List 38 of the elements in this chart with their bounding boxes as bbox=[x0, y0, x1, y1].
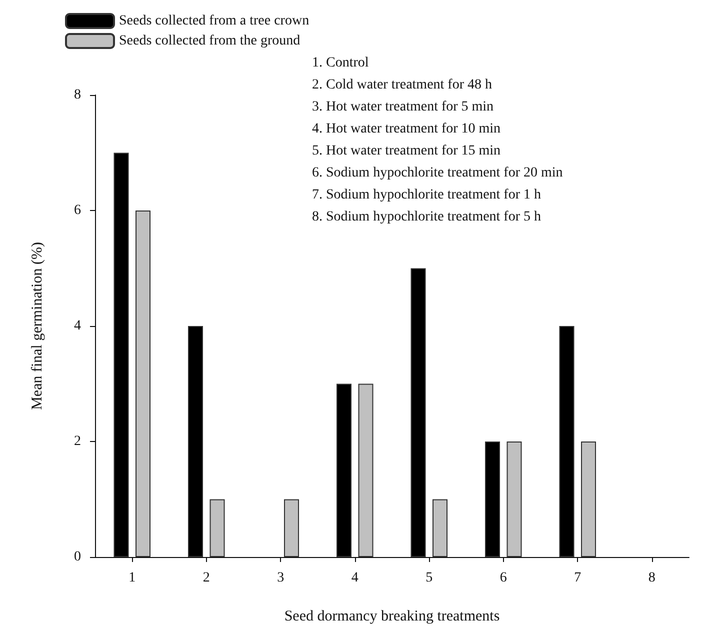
y-tick-label: 0 bbox=[74, 550, 81, 564]
bar bbox=[559, 326, 574, 557]
bar bbox=[136, 210, 150, 557]
annotation: 8. Sodium hypochlorite treatment for 5 h bbox=[312, 210, 542, 224]
bar bbox=[114, 152, 129, 557]
bar bbox=[188, 326, 203, 557]
x-tick-label: 6 bbox=[500, 570, 507, 586]
y-tick-label: 2 bbox=[74, 434, 81, 449]
bar bbox=[358, 384, 374, 557]
x-tick-label: 3 bbox=[277, 570, 284, 586]
legend-label: Seeds collected from a tree crown bbox=[119, 14, 310, 28]
annotation: 4. Hot water treatment for 10 min bbox=[312, 122, 501, 136]
x-tick-label: 7 bbox=[574, 570, 582, 586]
bar bbox=[210, 499, 225, 557]
y-tick-label: 8 bbox=[74, 88, 81, 102]
y-tick-label: 6 bbox=[74, 203, 81, 218]
y-tick-label: 4 bbox=[74, 318, 81, 334]
x-tick-label: 1 bbox=[128, 570, 136, 586]
bar bbox=[506, 442, 522, 557]
x-axis-title: Seed dormancy breaking treatments bbox=[284, 608, 500, 624]
x-tick-label: 8 bbox=[648, 570, 656, 586]
annotation: 6. Sodium hypochlorite treatment for 20 min bbox=[312, 166, 563, 180]
bar bbox=[284, 499, 299, 557]
x-tick-label: 5 bbox=[426, 570, 433, 586]
bar bbox=[485, 442, 500, 557]
x-tick-label: 4 bbox=[351, 570, 358, 586]
x-tick-label: 2 bbox=[202, 570, 210, 586]
annotation: 3. Hot water treatment for 5 min bbox=[312, 100, 494, 114]
legend-label: Seeds collected from the ground bbox=[119, 34, 300, 48]
annotation: 5. Hot water treatment for 15 min bbox=[312, 144, 501, 158]
y-axis-title: Mean final germination (%) bbox=[30, 242, 46, 410]
bar bbox=[410, 268, 426, 557]
text: 1. Control bbox=[312, 56, 369, 70]
text: 2. Cold water treatment for 48 h bbox=[312, 78, 492, 92]
bar bbox=[336, 384, 352, 557]
bar bbox=[581, 442, 596, 557]
bar bbox=[432, 499, 448, 557]
annotation: 7. Sodium hypochlorite treatment for 1 h bbox=[312, 188, 542, 202]
